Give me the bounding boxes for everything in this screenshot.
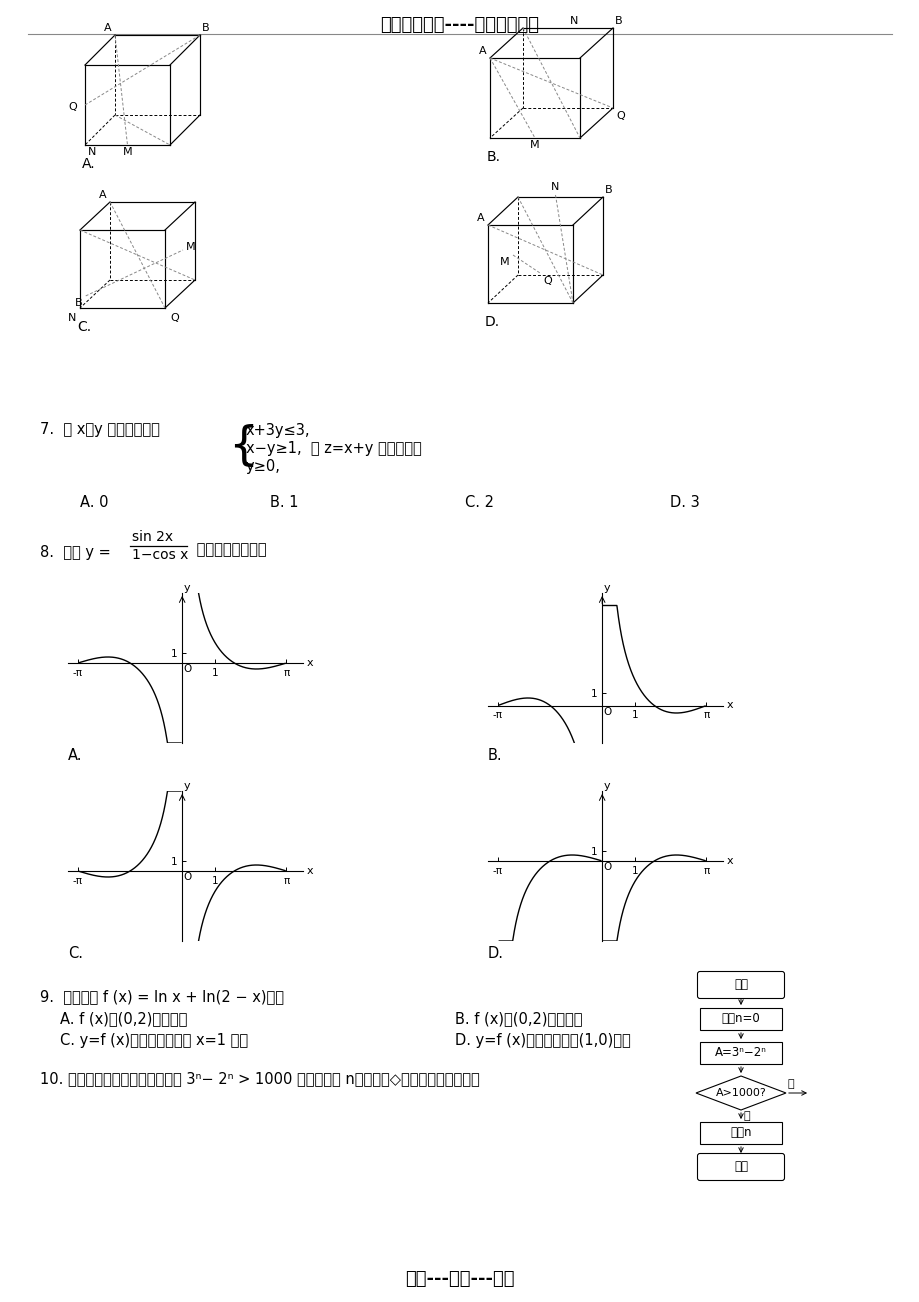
Text: D. y=f (x)的图象关于点(1,0)对称: D. y=f (x)的图象关于点(1,0)对称	[455, 1032, 630, 1048]
Text: N: N	[550, 182, 559, 191]
Text: A: A	[99, 190, 107, 201]
Text: D.: D.	[487, 947, 504, 961]
Text: C. y=f (x)的图象关于直线 x=1 对称: C. y=f (x)的图象关于直线 x=1 对称	[60, 1032, 248, 1048]
Text: C.: C.	[68, 947, 83, 961]
Text: x−y≥1,  则 z=x+y 的最大値为: x−y≥1, 则 z=x+y 的最大値为	[245, 441, 421, 456]
Text: Q: Q	[68, 102, 77, 112]
Text: B: B	[202, 23, 210, 33]
Text: 的部分图象大致为: 的部分图象大致为	[192, 543, 267, 557]
Text: 专心---专注---专业: 专心---专注---专业	[404, 1269, 515, 1288]
Text: Q: Q	[170, 312, 178, 323]
Text: A=3ⁿ−2ⁿ: A=3ⁿ−2ⁿ	[714, 1047, 766, 1060]
Text: 输出n: 输出n	[730, 1126, 751, 1139]
Text: 精选优质文档----倾情为你奉上: 精选优质文档----倾情为你奉上	[380, 16, 539, 34]
Text: {: {	[228, 424, 258, 469]
Text: y: y	[603, 583, 610, 592]
Text: x: x	[725, 700, 732, 711]
Text: A: A	[479, 46, 486, 56]
Text: A. 0: A. 0	[80, 495, 108, 510]
Text: O: O	[603, 707, 611, 717]
Text: M: M	[500, 256, 509, 267]
Text: 7.  设 x、y 满足约束条件: 7. 设 x、y 满足约束条件	[40, 422, 160, 437]
Text: 9.  已知函数 f (x) = ln x + ln(2 − x)，则: 9. 已知函数 f (x) = ln x + ln(2 − x)，则	[40, 990, 284, 1004]
Text: N: N	[68, 312, 76, 323]
Text: 1−cos x: 1−cos x	[131, 548, 188, 562]
Text: N: N	[570, 16, 578, 26]
Text: D. 3: D. 3	[669, 495, 699, 510]
Bar	[699, 1042, 781, 1064]
Text: 开始: 开始	[733, 979, 747, 992]
Text: N: N	[88, 147, 96, 158]
Text: A: A	[477, 214, 484, 223]
Text: y: y	[184, 583, 190, 592]
Bar	[699, 1122, 781, 1144]
Text: C.: C.	[77, 320, 91, 335]
Text: O: O	[184, 664, 192, 674]
Text: B: B	[605, 185, 612, 195]
Text: 否: 否	[743, 1111, 750, 1121]
Text: x: x	[306, 658, 312, 668]
Text: y≥0,: y≥0,	[245, 460, 280, 474]
Text: B: B	[614, 16, 622, 26]
Text: A: A	[104, 23, 112, 33]
Text: 10. 右面程序框图是为了求出满足 3ⁿ− 2ⁿ > 1000 的最小偶数 n，那么在◇和口两个空白框中，: 10. 右面程序框图是为了求出满足 3ⁿ− 2ⁿ > 1000 的最小偶数 n，…	[40, 1072, 479, 1086]
Text: B.: B.	[487, 749, 502, 763]
Text: 输入n=0: 输入n=0	[720, 1013, 759, 1026]
Text: B: B	[75, 298, 83, 307]
Text: 结束: 结束	[733, 1160, 747, 1173]
Text: B. f (x)在(0,2)单调递减: B. f (x)在(0,2)单调递减	[455, 1010, 582, 1026]
Text: C. 2: C. 2	[464, 495, 494, 510]
Text: y: y	[603, 781, 610, 792]
Text: 8.  函数 y =: 8. 函数 y =	[40, 546, 110, 560]
Text: M: M	[186, 242, 196, 253]
Text: O: O	[603, 862, 611, 872]
Text: sin 2x: sin 2x	[131, 530, 173, 544]
Bar	[699, 1008, 781, 1030]
Text: B.: B.	[486, 150, 501, 164]
Text: D.: D.	[484, 315, 500, 329]
Text: B. 1: B. 1	[269, 495, 298, 510]
Text: M: M	[122, 147, 132, 158]
Text: A.: A.	[82, 158, 96, 171]
Text: A>1000?: A>1000?	[715, 1088, 766, 1098]
Text: x+3y≤3,: x+3y≤3,	[245, 423, 311, 437]
Text: Q: Q	[542, 276, 551, 286]
Text: y: y	[184, 781, 190, 792]
Text: Q: Q	[616, 111, 624, 121]
Text: A. f (x)在(0,2)单调递增: A. f (x)在(0,2)单调递增	[60, 1010, 187, 1026]
Text: O: O	[184, 872, 192, 883]
Text: M: M	[529, 141, 539, 150]
Text: x: x	[725, 855, 732, 866]
Text: x: x	[306, 866, 312, 876]
Text: 是: 是	[788, 1079, 794, 1088]
Text: A.: A.	[68, 749, 83, 763]
